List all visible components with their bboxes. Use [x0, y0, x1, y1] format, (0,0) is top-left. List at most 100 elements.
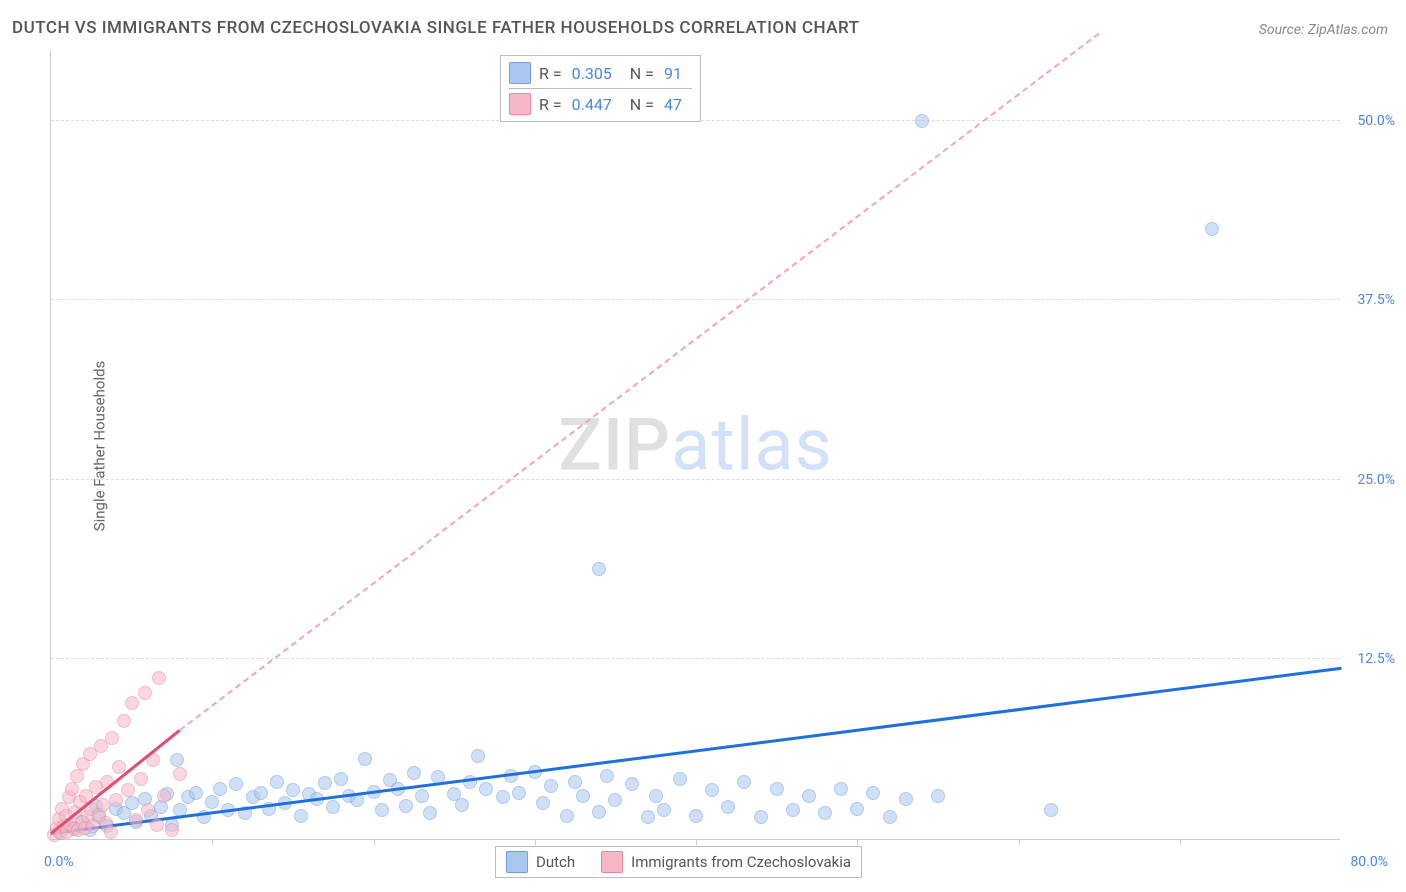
data-point	[121, 783, 135, 797]
data-point	[931, 789, 945, 803]
data-point	[657, 803, 671, 817]
data-point	[625, 777, 639, 791]
data-point	[105, 731, 119, 745]
x-origin-label: 0.0%	[44, 854, 74, 870]
data-point	[496, 790, 510, 804]
legend-R-label: R =	[539, 64, 562, 83]
x-tick	[212, 839, 213, 845]
data-point	[1044, 803, 1058, 817]
data-point	[592, 562, 606, 576]
data-point	[423, 806, 437, 820]
data-point	[104, 825, 118, 839]
data-point	[173, 767, 187, 781]
legend-row-dutch: R = 0.305 N = 91	[509, 60, 692, 86]
legend-stats: R = 0.305 N = 91 R = 0.447 N = 47	[500, 55, 701, 122]
legend-label-cz: Immigrants from Czechoslovakia	[631, 853, 851, 871]
legend-N-dutch: 91	[664, 64, 682, 83]
data-point	[189, 786, 203, 800]
x-tick	[374, 839, 375, 845]
data-point	[117, 714, 131, 728]
data-point	[399, 799, 413, 813]
data-point	[125, 796, 139, 810]
gridline	[51, 479, 1340, 480]
legend-label-dutch: Dutch	[536, 853, 575, 871]
data-point	[705, 783, 719, 797]
x-tick	[857, 839, 858, 845]
data-point	[205, 795, 219, 809]
watermark-atlas: atlas	[671, 402, 833, 487]
data-point	[129, 813, 143, 827]
data-point	[358, 752, 372, 766]
data-point	[866, 786, 880, 800]
watermark-zip: ZIP	[558, 402, 671, 487]
data-point	[334, 772, 348, 786]
data-point	[415, 789, 429, 803]
legend-N-label: N =	[630, 95, 654, 114]
data-point	[109, 793, 123, 807]
data-point	[576, 789, 590, 803]
data-point	[375, 803, 389, 817]
data-point	[213, 782, 227, 796]
data-point	[170, 753, 184, 767]
legend-series: Dutch Immigrants from Czechoslovakia	[495, 846, 862, 878]
data-point	[754, 810, 768, 824]
data-point	[479, 782, 493, 796]
legend-separator	[509, 88, 692, 89]
y-tick-label: 12.5%	[1357, 651, 1395, 667]
data-point	[883, 810, 897, 824]
data-point	[286, 783, 300, 797]
data-point	[592, 805, 606, 819]
data-point	[134, 772, 148, 786]
data-point	[770, 782, 784, 796]
data-point	[600, 769, 614, 783]
data-point	[318, 776, 332, 790]
data-point	[141, 803, 155, 817]
data-point	[1205, 222, 1219, 236]
y-tick-label: 50.0%	[1357, 113, 1395, 129]
data-point	[673, 772, 687, 786]
data-point	[834, 782, 848, 796]
data-point	[536, 796, 550, 810]
y-tick-label: 25.0%	[1357, 472, 1395, 488]
data-point	[544, 779, 558, 793]
data-point	[512, 786, 526, 800]
data-point	[649, 789, 663, 803]
y-tick-label: 37.5%	[1357, 292, 1395, 308]
chart-source: Source: ZipAtlas.com	[1259, 22, 1388, 38]
data-point	[294, 809, 308, 823]
data-point	[786, 803, 800, 817]
chart-title: DUTCH VS IMMIGRANTS FROM CZECHOSLOVAKIA …	[12, 18, 860, 38]
data-point	[608, 793, 622, 807]
data-point	[65, 782, 79, 796]
legend-N-cz: 47	[664, 95, 682, 114]
data-point	[471, 749, 485, 763]
data-point	[152, 671, 166, 685]
data-point	[560, 809, 574, 823]
legend-N-label: N =	[630, 64, 654, 83]
x-max-label: 80.0%	[1350, 854, 1388, 870]
gridline	[51, 658, 1340, 659]
x-tick	[1019, 839, 1020, 845]
watermark: ZIPatlas	[558, 402, 832, 487]
data-point	[641, 810, 655, 824]
data-point	[138, 686, 152, 700]
legend-R-cz: 0.447	[572, 95, 612, 114]
legend-swatch-cz	[601, 851, 623, 873]
data-point	[157, 789, 171, 803]
trendline-ext-1	[179, 33, 1099, 731]
data-point	[689, 809, 703, 823]
data-point	[96, 798, 110, 812]
legend-R-dutch: 0.305	[572, 64, 612, 83]
legend-swatch-cz	[509, 93, 531, 115]
data-point	[326, 800, 340, 814]
legend-R-label: R =	[539, 95, 562, 114]
x-tick	[535, 839, 536, 845]
data-point	[818, 806, 832, 820]
data-point	[899, 792, 913, 806]
legend-row-cz: R = 0.447 N = 47	[509, 91, 692, 117]
data-point	[455, 798, 469, 812]
data-point	[165, 823, 179, 837]
legend-swatch-dutch	[509, 62, 531, 84]
data-point	[568, 775, 582, 789]
data-point	[229, 777, 243, 791]
